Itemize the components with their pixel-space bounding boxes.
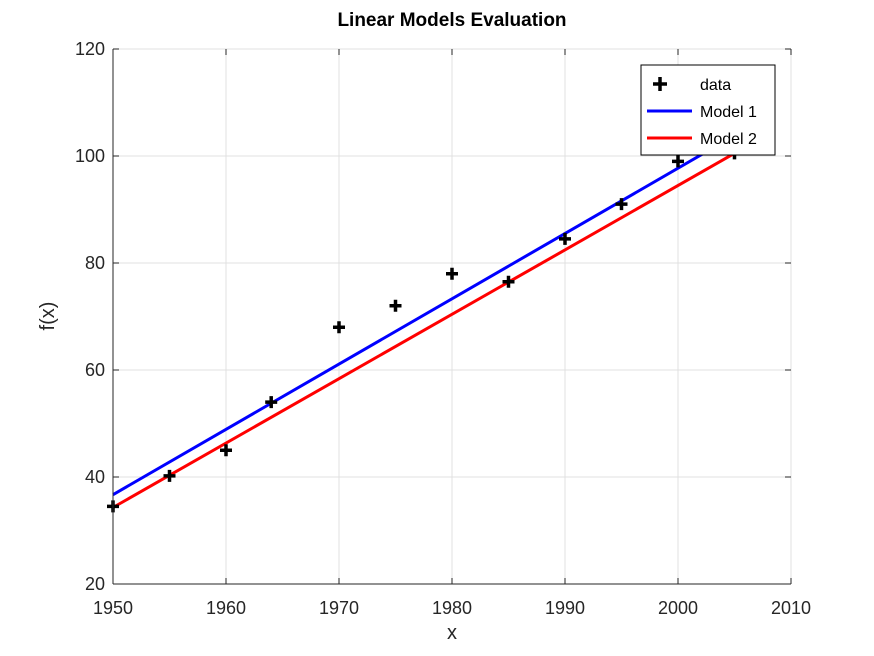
x-tick-label: 1960 — [206, 598, 246, 618]
ticks: 1950 1960 1970 1980 1990 2000 2010 20 40 60 80 100 1… — [75, 39, 811, 618]
chart-title: Linear Models Evaluation — [337, 10, 566, 31]
y-axis-label: f(x) — [37, 302, 59, 331]
data-point — [333, 321, 345, 334]
data-point — [559, 232, 571, 245]
legend-entry-model-2: Model 2 — [647, 131, 757, 148]
x-tick-label: 1990 — [545, 598, 585, 618]
legend-marker-data — [653, 77, 667, 91]
x-tick-label: 1970 — [319, 598, 359, 618]
y-tick-label: 100 — [75, 146, 105, 166]
data-point — [220, 444, 232, 457]
data-point — [389, 299, 402, 312]
y-tick-label: 80 — [85, 253, 105, 273]
x-tick-label: 2000 — [658, 598, 698, 618]
legend-entry-data: data — [653, 77, 731, 94]
legend-entry-model-1: Model 1 — [647, 104, 757, 121]
data-point — [265, 396, 278, 409]
data-point — [672, 155, 684, 168]
x-tick-label: 1950 — [93, 598, 133, 618]
y-tick-label: 60 — [85, 360, 105, 380]
data-point — [163, 469, 176, 482]
legend-label-model-2: Model 2 — [700, 131, 757, 148]
y-tick-label: 120 — [75, 39, 105, 59]
legend-label-data: data — [700, 77, 731, 94]
data-point — [502, 275, 515, 288]
data-point — [446, 267, 458, 280]
series-line-model-2 — [112, 152, 736, 509]
y-tick-label: 40 — [85, 467, 105, 487]
x-tick-label: 1980 — [432, 598, 472, 618]
legend-label-model-1: Model 1 — [700, 104, 757, 121]
legend: data Model 1 Model 2 — [640, 64, 776, 156]
y-tick-label: 20 — [85, 574, 105, 594]
x-tick-label: 2010 — [771, 598, 811, 618]
data-point — [615, 198, 628, 211]
x-axis-label: x — [447, 622, 457, 644]
